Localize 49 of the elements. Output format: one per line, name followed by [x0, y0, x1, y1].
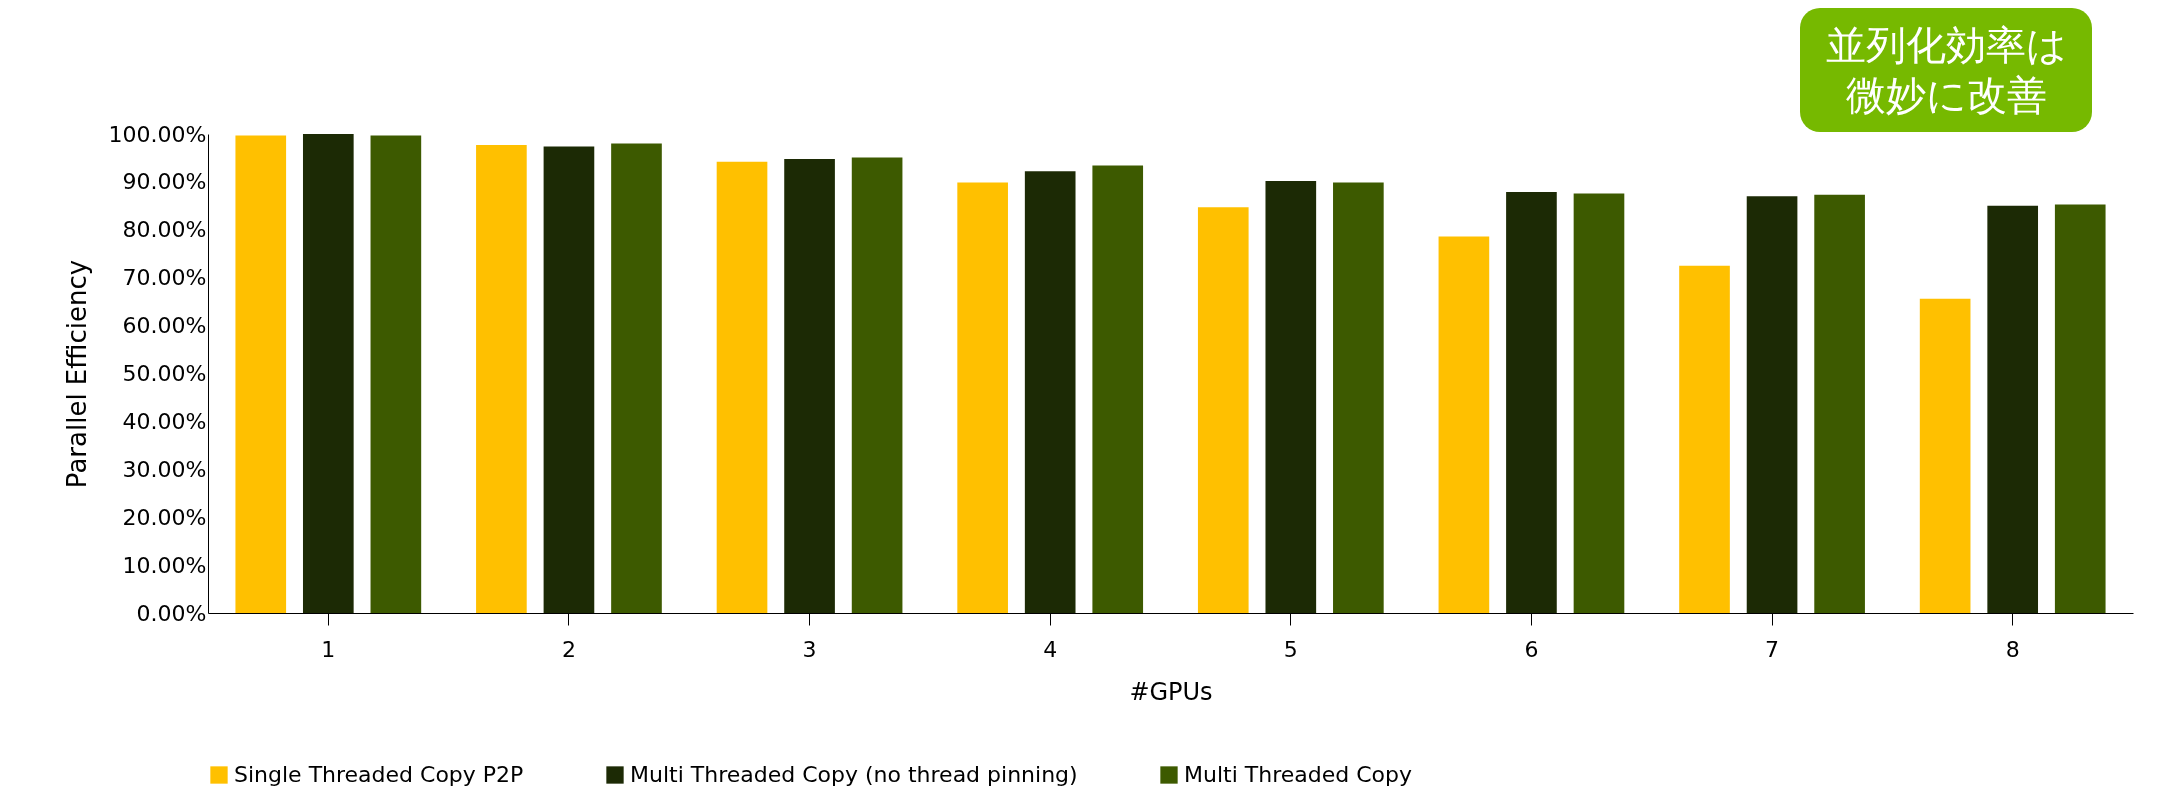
bar — [1333, 182, 1384, 613]
bar — [235, 135, 287, 613]
bar — [1506, 191, 1557, 613]
bar — [543, 146, 595, 613]
x-tick-label: 7 — [1765, 636, 1780, 662]
bar — [1265, 180, 1317, 613]
legend-label: Single Threaded Copy P2P — [234, 762, 524, 787]
y-tick-label: 50.00% — [122, 361, 207, 386]
bar — [1814, 194, 1865, 613]
bar — [1919, 298, 1971, 613]
y-tick-label: 90.00% — [122, 169, 207, 195]
x-tick-label: 8 — [2005, 636, 2020, 662]
bar — [1197, 207, 1249, 613]
bar — [2054, 204, 2106, 613]
y-tick-label: 0.00% — [136, 600, 207, 626]
x-tick-label: 5 — [1283, 636, 1298, 662]
bar — [1679, 265, 1730, 613]
bar — [784, 158, 835, 613]
bar — [851, 157, 903, 613]
bar — [370, 135, 422, 613]
y-tick-label: 10.00% — [122, 552, 207, 578]
y-tick-label: 20.00% — [122, 504, 207, 530]
y-axis-title: Parallel Efficiency — [61, 259, 92, 489]
y-tick-label: 70.00% — [122, 265, 207, 291]
bar — [1438, 236, 1490, 613]
x-tick-label: 1 — [321, 636, 336, 662]
bar — [957, 182, 1008, 613]
y-tick-label: 60.00% — [122, 313, 207, 339]
y-tick-label: 100.00% — [108, 121, 207, 147]
x-tick-label: 3 — [802, 636, 817, 662]
bar — [611, 143, 662, 613]
y-tick-label: 80.00% — [122, 217, 207, 243]
text: 並列化効率は微妙に改善 — [1800, 8, 2092, 132]
bar — [1024, 171, 1076, 613]
bar — [1746, 196, 1798, 613]
x-tick-label: 6 — [1524, 636, 1539, 662]
y-tick-label: 30.00% — [122, 456, 207, 482]
bar — [476, 145, 527, 613]
legend-label: Multi Threaded Copy (no thread pinning) — [630, 762, 1078, 787]
y-tick-label: 40.00% — [122, 408, 207, 434]
bar — [302, 134, 354, 613]
legend-label: Multi Threaded Copy — [1184, 762, 1412, 787]
x-axis-title: #GPUs — [1129, 677, 1213, 706]
x-tick-label: 2 — [561, 636, 576, 662]
bar — [1092, 165, 1144, 613]
bar — [1987, 205, 2039, 613]
x-tick-label: 4 — [1043, 636, 1058, 662]
bar — [1573, 193, 1625, 613]
bar — [716, 161, 768, 613]
